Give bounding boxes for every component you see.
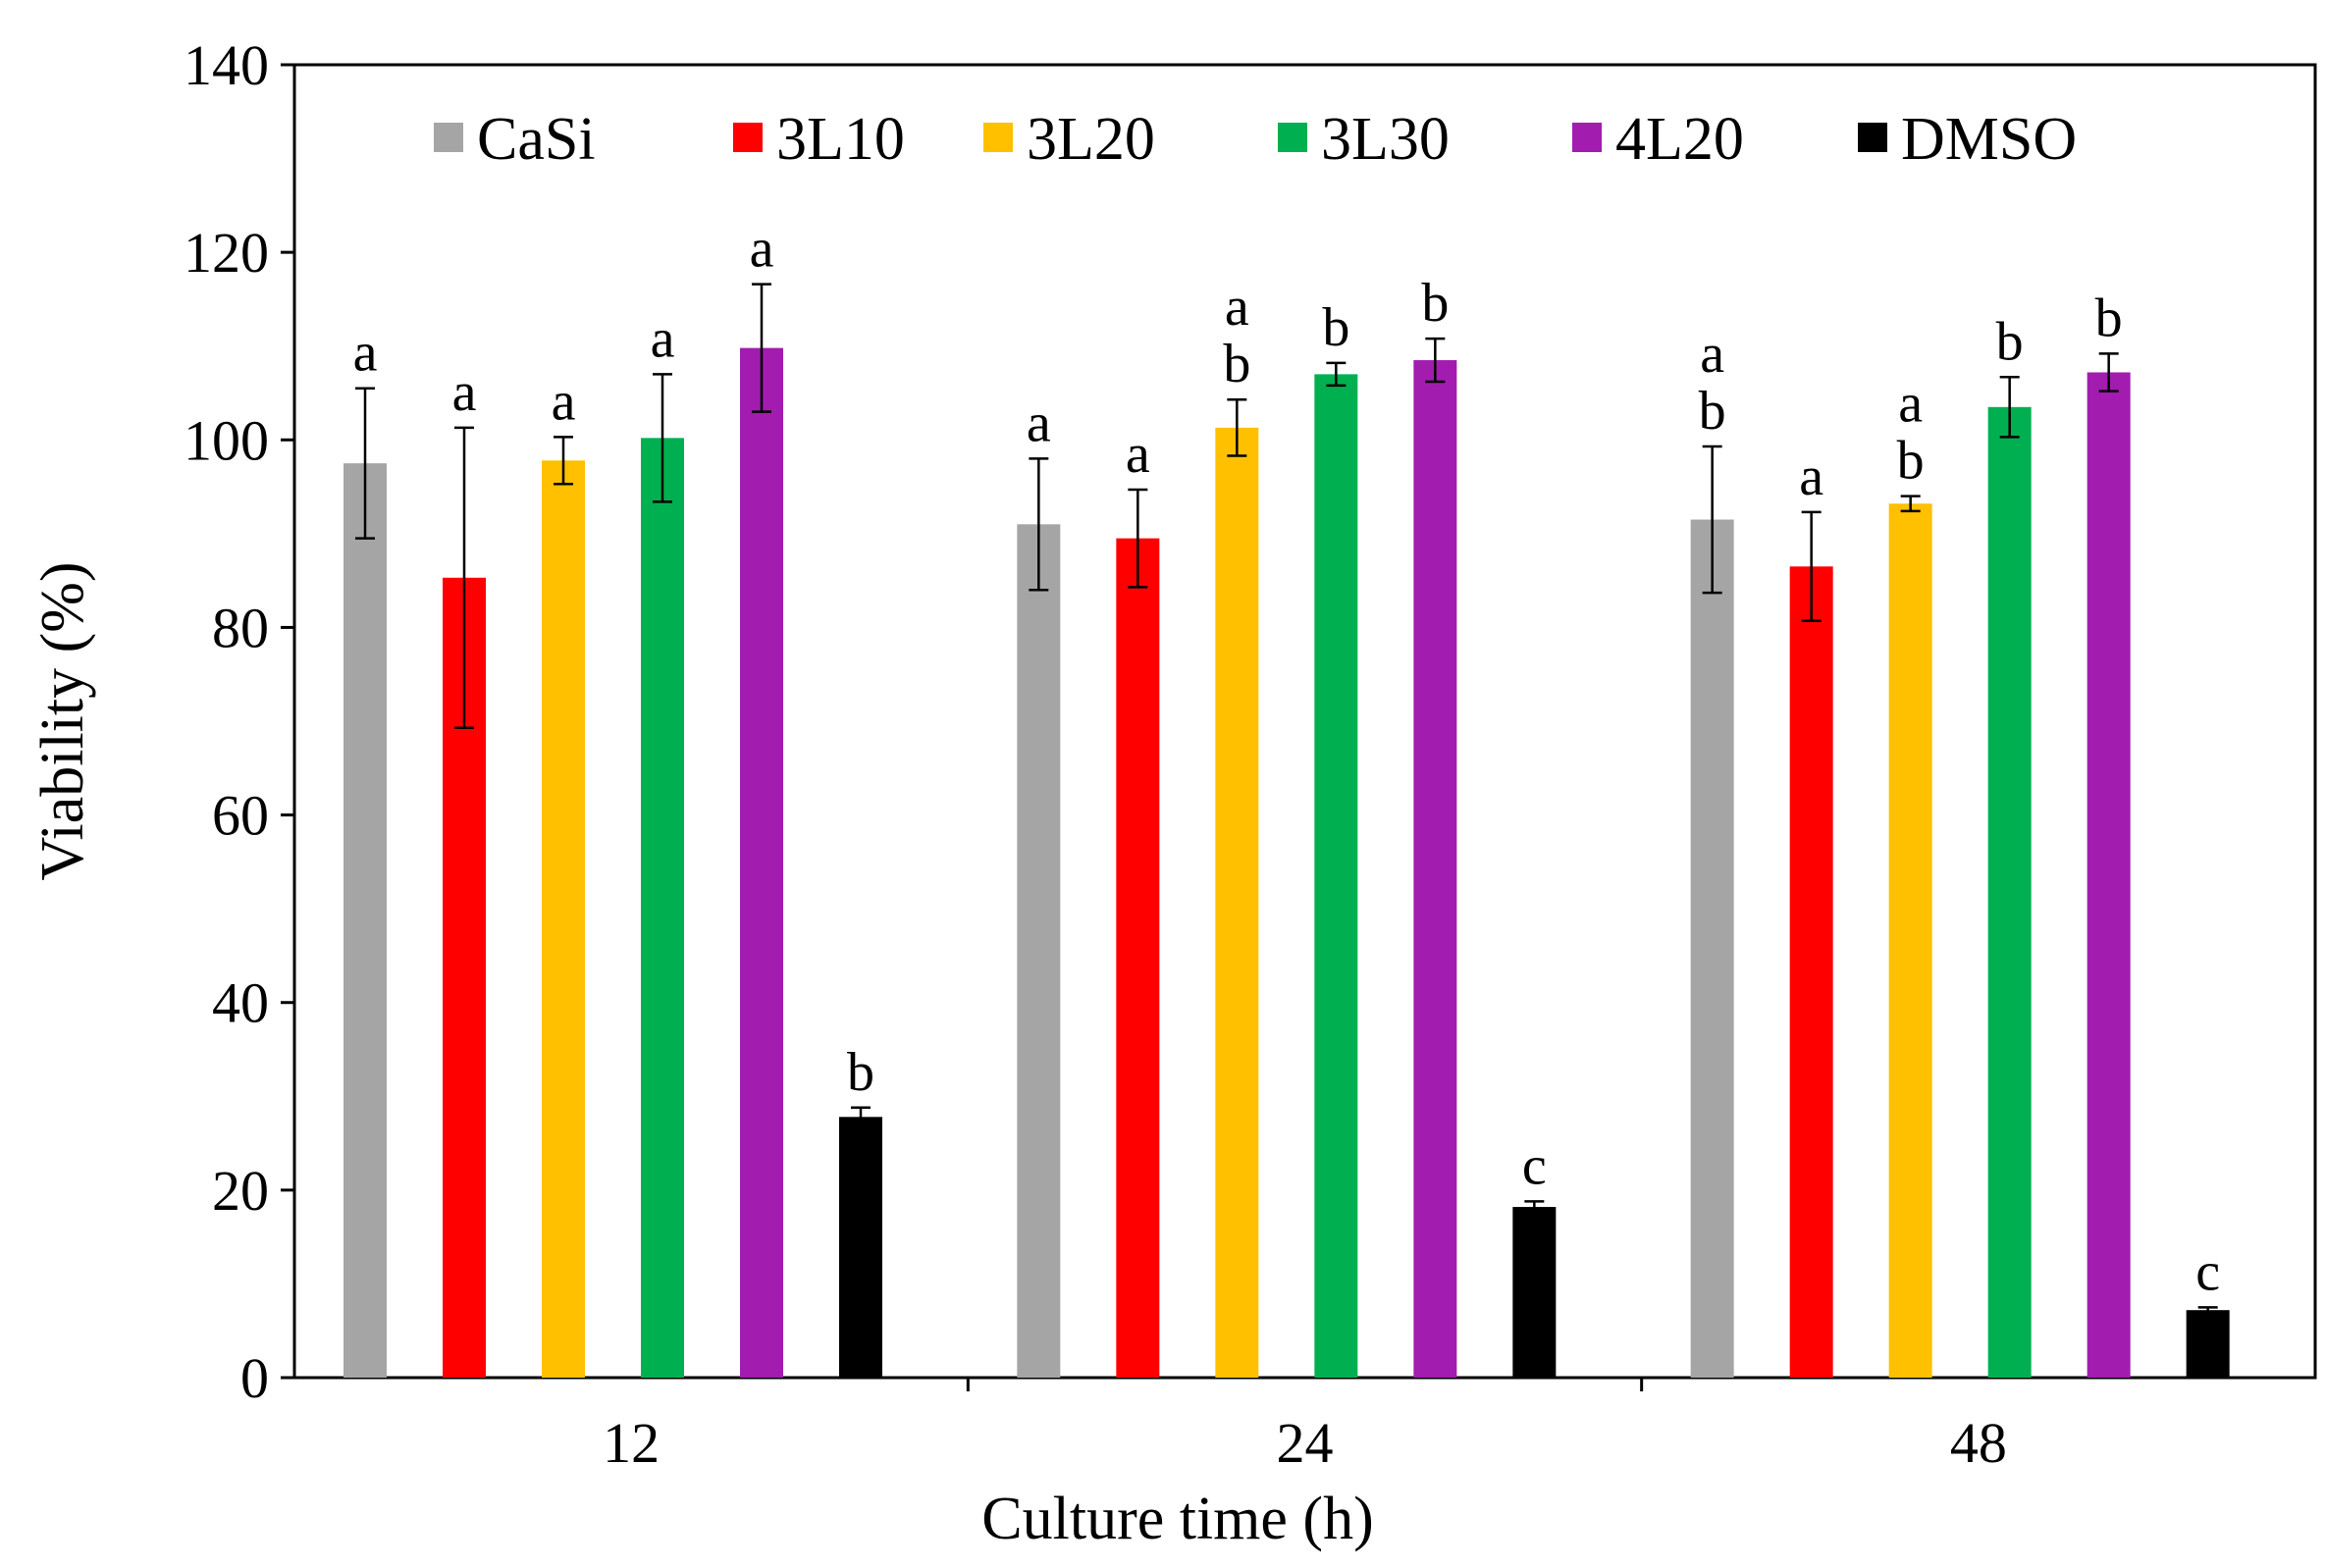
significance-label: a (452, 362, 477, 423)
legend-swatch (434, 123, 463, 152)
y-tick-label: 40 (212, 971, 269, 1035)
bar (1116, 538, 1160, 1378)
legend-label: CaSi (477, 106, 596, 173)
significance-label: a (1126, 424, 1150, 485)
significance-label: b (1421, 273, 1449, 334)
legend: CaSi 3L10 3L20 3L30 4L20 DMSO (434, 106, 2077, 173)
bar (2087, 372, 2131, 1379)
bar (740, 347, 783, 1378)
y-tick-label: 20 (212, 1159, 269, 1223)
bar (1987, 406, 2032, 1379)
bar (1314, 374, 1358, 1378)
legend-label: 4L20 (1615, 106, 1744, 173)
y-tick-label: 140 (184, 33, 269, 97)
bar (1690, 519, 1734, 1378)
legend-swatch (1858, 123, 1887, 152)
significance-label: b (2095, 287, 2123, 348)
significance-label: a (1027, 392, 1051, 453)
significance-label: a (651, 308, 675, 369)
significance-label: b (1223, 334, 1250, 394)
y-tick-label: 60 (212, 784, 269, 848)
y-tick-label: 0 (240, 1346, 269, 1410)
bar (1017, 524, 1061, 1378)
significance-label: a (353, 323, 378, 384)
significance-label: c (1522, 1135, 1547, 1196)
significance-label: a (1799, 446, 1823, 507)
plot-area (292, 63, 2317, 1380)
y-axis: 0 20 40 60 80 100 120 140 (184, 33, 294, 1410)
y-tick-label: 120 (184, 221, 269, 285)
x-tick-label: 48 (1950, 1411, 2007, 1475)
bar (839, 1117, 882, 1378)
x-axis: 12 24 48 (603, 1378, 2007, 1475)
legend-label: DMSO (1901, 106, 2077, 173)
legend-swatch (1278, 123, 1307, 152)
y-tick-label: 100 (184, 408, 269, 472)
x-tick-label: 24 (1277, 1411, 1334, 1475)
y-axis-title: Viability (%) (29, 561, 96, 880)
bar (542, 460, 585, 1379)
significance-label: a (750, 219, 774, 280)
significance-label: b (1897, 431, 1925, 492)
significance-label: a (1898, 374, 1923, 435)
legend-label: 3L30 (1321, 106, 1450, 173)
x-axis-title: Culture time (h) (981, 1486, 1373, 1552)
bar (1413, 360, 1457, 1378)
significance-label: b (1699, 381, 1726, 442)
significance-label: b (1322, 297, 1349, 358)
legend-swatch (1572, 123, 1602, 152)
legend-swatch (983, 123, 1013, 152)
bar (2186, 1310, 2230, 1378)
significance-label: a (1225, 277, 1249, 338)
x-tick-label: 12 (603, 1411, 660, 1475)
legend-label: 3L20 (1027, 106, 1155, 173)
bar (343, 463, 387, 1378)
significance-label: c (2195, 1241, 2220, 1302)
bar (1789, 566, 1833, 1378)
bar (1215, 427, 1259, 1378)
bar (1888, 503, 1932, 1378)
bar (641, 438, 684, 1379)
legend-swatch (733, 123, 763, 152)
significance-label: a (1700, 324, 1724, 385)
significance-label: b (847, 1042, 874, 1103)
y-tick-label: 80 (212, 596, 269, 659)
significance-label: b (1996, 311, 2024, 372)
bar (1512, 1207, 1557, 1378)
legend-label: 3L10 (776, 106, 905, 173)
significance-label: a (552, 371, 576, 432)
